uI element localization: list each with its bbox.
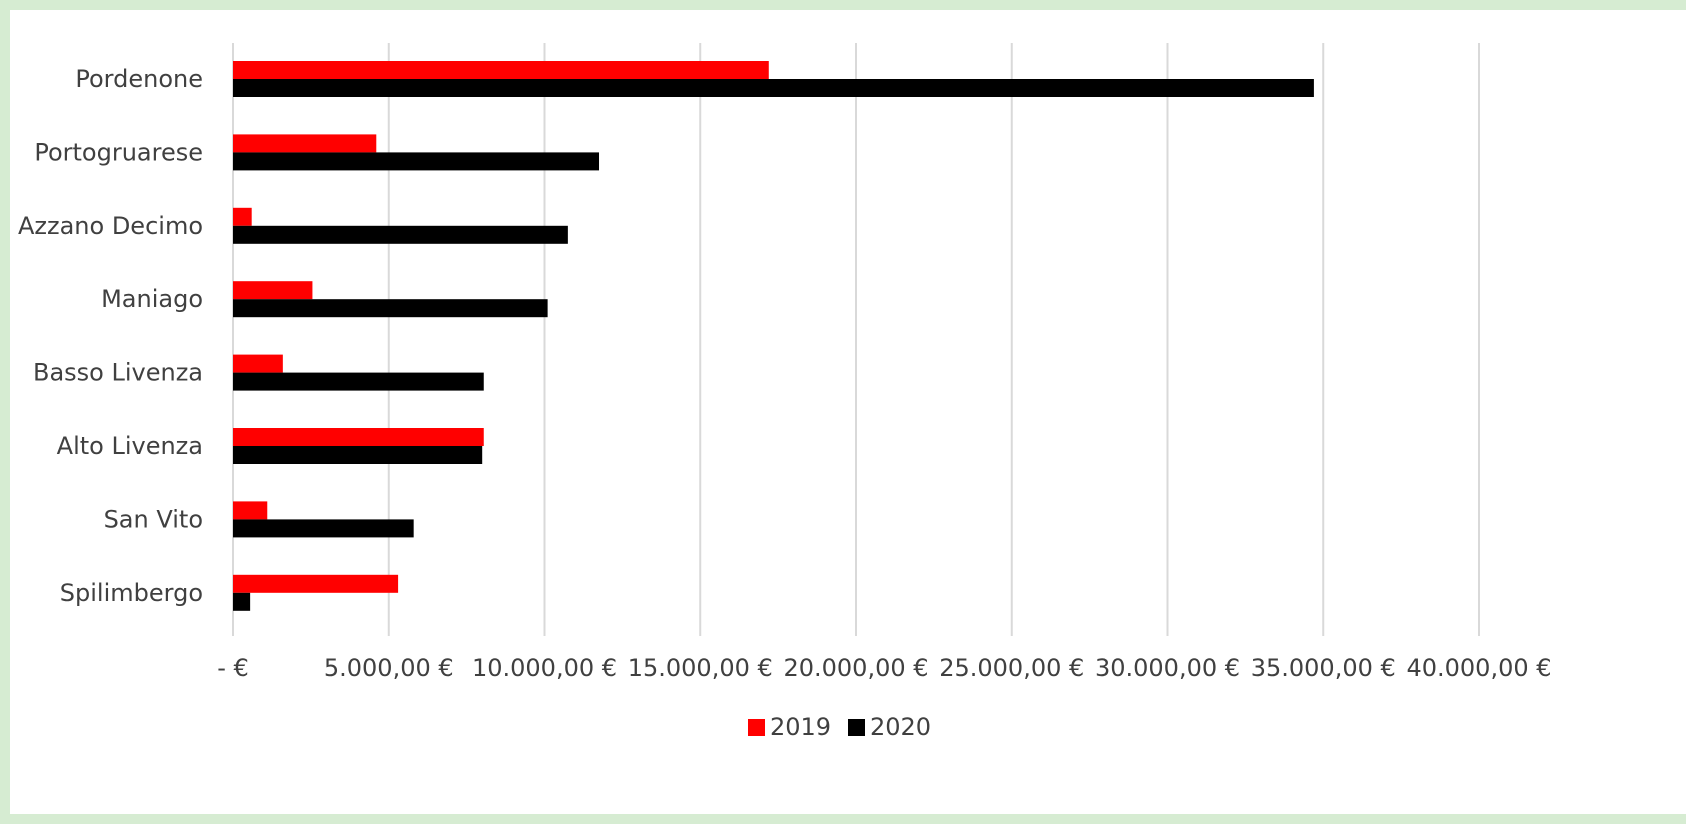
bar-2019-san-vito xyxy=(233,501,268,520)
x-tick-label: 25.000,00 € xyxy=(939,654,1084,682)
bar-2019-maniago xyxy=(233,281,313,300)
x-tick-label: 10.000,00 € xyxy=(472,654,617,682)
bar-2019-azzano-decimo xyxy=(233,207,252,226)
category-label: Spilimbergo xyxy=(60,579,203,607)
x-tick-label: 40.000,00 € xyxy=(1406,654,1551,682)
x-tick-label: 15.000,00 € xyxy=(628,654,773,682)
category-label: Pordenone xyxy=(75,65,203,93)
bar-2019-basso-livenza xyxy=(233,354,283,373)
bar-2020-portogruarese xyxy=(233,152,600,171)
x-axis-tick-labels: - € 5.000,00 € 10.000,00 € 15.000,00 € 20.00… xyxy=(217,654,1551,682)
x-tick-label: 35.000,00 € xyxy=(1251,654,1396,682)
bars xyxy=(233,61,1314,611)
legend-label-2020: 2020 xyxy=(870,713,931,741)
bar-2020-san-vito xyxy=(233,519,414,538)
category-label: Azzano Decimo xyxy=(18,212,203,240)
bar-2020-spilimbergo xyxy=(233,592,251,611)
category-label: Alto Livenza xyxy=(57,432,203,460)
legend-swatch-2020 xyxy=(848,719,865,736)
bar-2019-alto-livenza xyxy=(233,428,484,446)
x-tick-label: 5.000,00 € xyxy=(324,654,454,682)
category-label: Maniago xyxy=(101,285,203,313)
x-tick-label: 20.000,00 € xyxy=(783,654,928,682)
category-labels: Pordenone Portogruarese Azzano Decimo Mania… xyxy=(18,65,203,607)
x-tick-label: 30.000,00 € xyxy=(1095,654,1240,682)
bar-2019-spilimbergo xyxy=(233,574,399,593)
legend-label-2019: 2019 xyxy=(770,713,831,741)
bar-2020-basso-livenza xyxy=(233,372,484,391)
legend: 2019 2020 xyxy=(748,713,931,741)
bar-2020-alto-livenza xyxy=(233,446,483,464)
bar-2019-portogruarese xyxy=(233,134,377,153)
bar-2019-pordenone xyxy=(233,61,769,79)
bar-chart: Pordenone Portogruarese Azzano Decimo Mania… xyxy=(18,43,1552,741)
category-label: Basso Livenza xyxy=(33,359,203,387)
legend-swatch-2019 xyxy=(748,719,765,736)
category-label: San Vito xyxy=(104,505,203,533)
chart-frame: Pordenone Portogruarese Azzano Decimo Mania… xyxy=(10,10,1686,814)
bar-2020-maniago xyxy=(233,299,548,318)
gridlines xyxy=(232,43,1480,636)
bar-2020-azzano-decimo xyxy=(233,225,568,244)
x-tick-label: - € xyxy=(217,654,249,682)
category-label: Portogruarese xyxy=(34,138,203,166)
bar-2020-pordenone xyxy=(233,79,1314,97)
